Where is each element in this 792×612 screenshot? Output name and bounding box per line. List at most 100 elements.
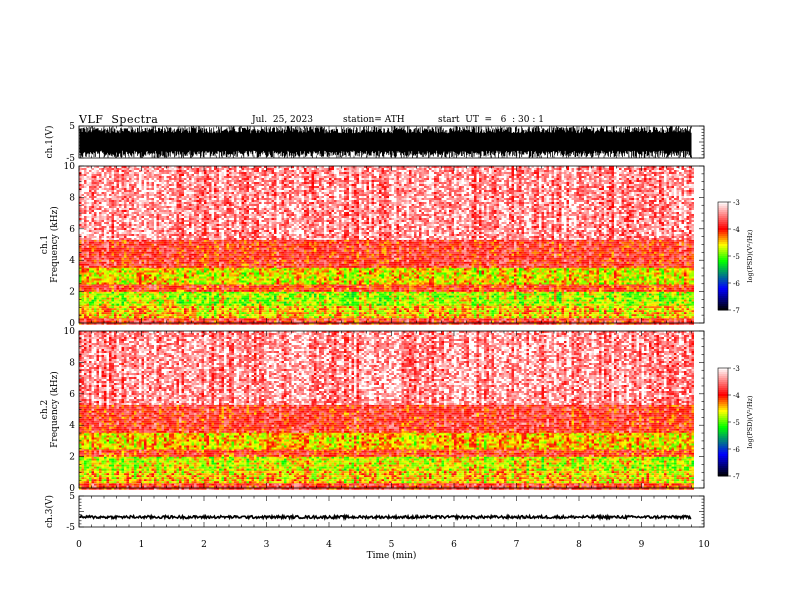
psd-cell xyxy=(166,310,169,313)
psd-cell xyxy=(201,303,204,306)
psd-cell xyxy=(459,318,462,321)
psd-cell xyxy=(691,299,694,302)
psd-cell xyxy=(679,320,682,323)
psd-cell xyxy=(304,310,307,313)
psd-cell xyxy=(559,316,562,319)
psd-cell xyxy=(644,310,647,313)
psd-cell xyxy=(399,297,402,300)
psd-cell xyxy=(334,291,337,294)
psd-cell xyxy=(304,303,307,306)
psd-cell xyxy=(229,285,232,288)
psd-cell xyxy=(416,318,419,321)
psd-cell xyxy=(181,312,184,315)
psd-cell xyxy=(294,318,297,321)
psd-cell xyxy=(296,285,299,288)
psd-cell xyxy=(556,283,559,286)
psd-cell xyxy=(124,310,127,313)
psd-cell xyxy=(126,308,129,311)
psd-cell xyxy=(346,318,349,321)
psd-cell xyxy=(429,295,432,298)
psd-cell xyxy=(334,295,337,298)
psd-cell xyxy=(361,303,364,306)
psd-cell xyxy=(369,318,372,321)
psd-cell xyxy=(456,291,459,294)
psd-cell xyxy=(661,312,664,315)
psd-cell xyxy=(646,295,649,298)
psd-cell xyxy=(181,308,184,311)
psd-cell xyxy=(469,297,472,300)
psd-cell xyxy=(256,310,259,313)
psd-cell xyxy=(271,314,274,317)
psd-cell xyxy=(609,318,612,321)
psd-cell xyxy=(691,314,694,317)
psd-cell xyxy=(196,314,199,317)
psd-cell xyxy=(186,314,189,317)
psd-cell xyxy=(649,316,652,319)
psd-cell xyxy=(339,295,342,298)
psd-cell xyxy=(289,310,292,313)
psd-cell xyxy=(196,316,199,319)
psd-cell xyxy=(546,297,549,300)
psd-cell xyxy=(261,293,264,296)
psd-cell xyxy=(614,310,617,313)
psd-cell xyxy=(439,320,442,323)
psd-cell xyxy=(641,293,644,296)
psd-cell xyxy=(291,301,294,304)
psd-cell xyxy=(176,285,179,288)
psd-cell xyxy=(224,320,227,323)
psd-cell xyxy=(106,310,109,313)
psd-cell xyxy=(501,285,504,288)
psd-cell xyxy=(524,301,527,304)
psd-cell xyxy=(474,320,477,323)
psd-cell xyxy=(561,299,564,302)
psd-cell xyxy=(511,306,514,309)
psd-cell xyxy=(529,293,532,296)
psd-cell xyxy=(411,295,414,298)
psd-cell xyxy=(474,285,477,288)
psd-cell xyxy=(374,299,377,302)
psd-cell xyxy=(226,291,229,294)
psd-cell xyxy=(639,318,642,321)
psd-cell xyxy=(304,285,307,288)
psd-cell xyxy=(94,320,97,323)
psd-cell xyxy=(251,297,254,300)
psd-cell xyxy=(236,320,239,323)
psd-cell xyxy=(646,316,649,319)
psd-cell xyxy=(231,314,234,317)
psd-cell xyxy=(574,322,577,325)
psd-cell xyxy=(691,301,694,304)
psd-cell xyxy=(514,308,517,311)
psd-cell xyxy=(289,306,292,309)
psd-cell xyxy=(369,316,372,319)
psd-cell xyxy=(481,312,484,315)
psd-cell xyxy=(519,318,522,321)
psd-cell xyxy=(314,306,317,309)
psd-cell xyxy=(541,306,544,309)
psd-cell xyxy=(499,316,502,319)
psd-cell xyxy=(239,285,242,288)
psd-cell xyxy=(324,312,327,315)
psd-cell xyxy=(149,303,152,306)
psd-cell xyxy=(144,293,147,296)
psd-cell xyxy=(144,303,147,306)
psd-cell xyxy=(446,301,449,304)
psd-cell xyxy=(499,297,502,300)
psd-cell xyxy=(419,301,422,304)
psd-cell xyxy=(349,310,352,313)
psd-cell xyxy=(119,291,122,294)
psd-cell xyxy=(324,285,327,288)
psd-cell xyxy=(144,312,147,315)
psd-cell xyxy=(536,297,539,300)
psd-cell xyxy=(684,306,687,309)
psd-cell xyxy=(551,283,554,286)
psd-cell xyxy=(654,303,657,306)
psd-cell xyxy=(206,322,209,325)
psd-cell xyxy=(684,318,687,321)
psd-cell xyxy=(79,308,82,311)
psd-cell xyxy=(454,314,457,317)
psd-cell xyxy=(406,318,409,321)
psd-cell xyxy=(194,285,197,288)
psd-cell xyxy=(269,297,272,300)
psd-cell xyxy=(644,291,647,294)
psd-cell xyxy=(581,322,584,325)
